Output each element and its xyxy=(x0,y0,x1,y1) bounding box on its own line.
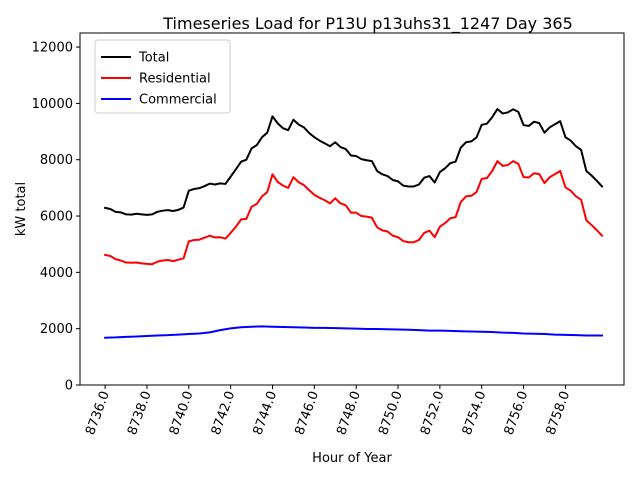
legend-label-residential: Residential xyxy=(139,72,211,87)
legend-label-commercial: Commercial xyxy=(139,93,217,108)
x-axis-label: Hour of Year xyxy=(312,451,392,466)
series-layer xyxy=(103,108,604,339)
legend-label-total: Total xyxy=(138,51,169,66)
plot-frame xyxy=(79,32,625,386)
x-tick-label: 8748.0 xyxy=(334,389,364,437)
x-tick-label: 8746.0 xyxy=(292,389,322,437)
x-tick-label: 8736.0 xyxy=(83,389,113,437)
series-line-total xyxy=(103,108,604,216)
y-tick-label: 6000 xyxy=(40,210,73,225)
x-tick-label: 8756.0 xyxy=(502,389,532,437)
x-tick-label: 8752.0 xyxy=(418,389,448,437)
y-tick-label: 2000 xyxy=(40,322,73,337)
legend: Total Residential Commercial xyxy=(94,39,231,114)
x-tick-label: 8744.0 xyxy=(251,389,281,437)
x-tick-label: 8754.0 xyxy=(460,389,490,437)
x-tick-label: 8742.0 xyxy=(209,389,239,437)
x-tick-label: 8758.0 xyxy=(544,389,574,437)
x-tick-label: 8740.0 xyxy=(167,389,197,437)
chart-title: Timeseries Load for P13U p13uhs31_1247 D… xyxy=(162,14,573,34)
series-line-commercial xyxy=(104,325,604,339)
y-axis-label: kW total xyxy=(14,182,29,236)
y-tick-label: 10000 xyxy=(32,97,73,112)
y-tick-label: 0 xyxy=(65,379,73,394)
y-tick-label: 4000 xyxy=(40,266,73,281)
y-tick-label: 12000 xyxy=(32,41,73,56)
legend-frame xyxy=(94,39,231,114)
x-tick-label: 8750.0 xyxy=(376,389,406,437)
y-tick-label: 8000 xyxy=(40,153,73,168)
x-tick-label: 8738.0 xyxy=(125,389,155,437)
series-line-residential xyxy=(103,160,604,266)
